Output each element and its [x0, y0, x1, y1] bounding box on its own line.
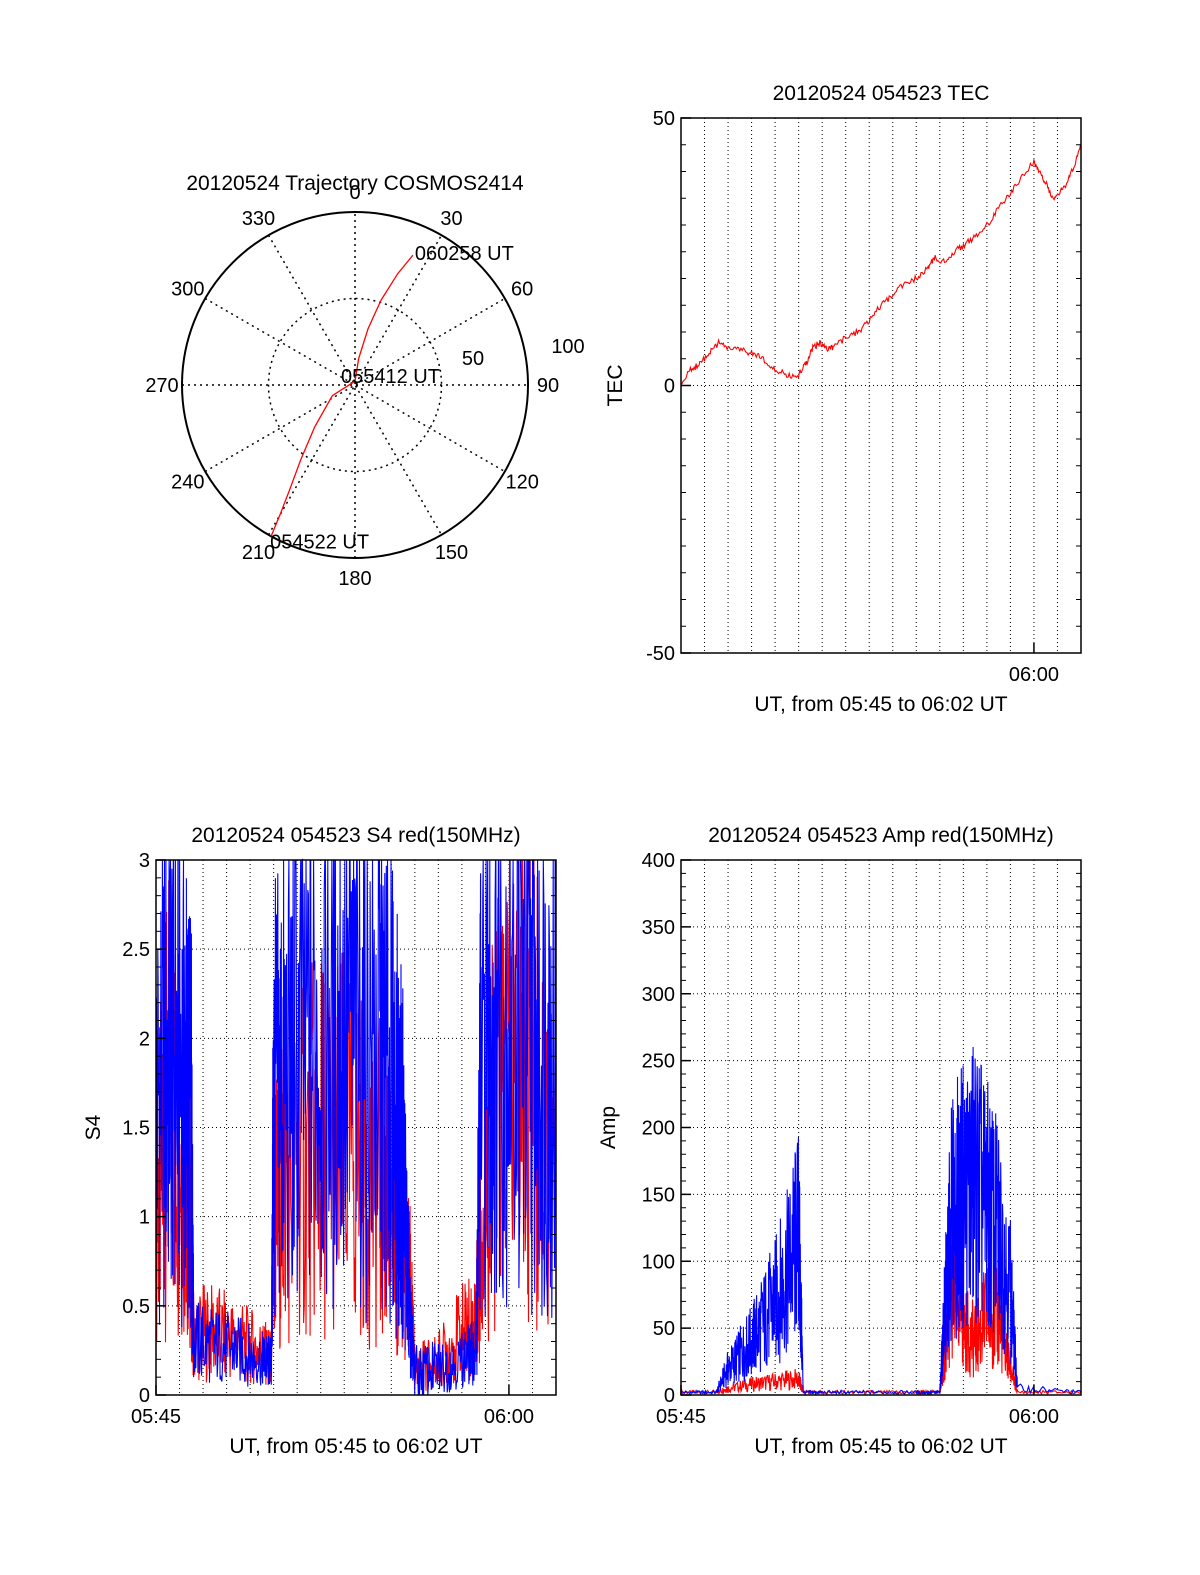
series-line	[680, 144, 1082, 385]
y-tick-label: 100	[642, 1251, 675, 1273]
s4-line-chart: 20120524 054523 S4 red(150MHz) 0 0.5 1 1.5 2 2…	[82, 824, 557, 1458]
trajectory-time-label: 055412 UT	[341, 366, 440, 388]
polar-azimuth-label: 120	[505, 472, 538, 494]
trajectory-time-label: 060258 UT	[415, 243, 514, 265]
x-axis-label: UT, from 05:45 to 06:02 UT	[229, 1435, 482, 1458]
polar-azimuth-label: 240	[171, 472, 204, 494]
y-tick-label: 150	[642, 1184, 675, 1206]
y-tick-label: 1	[139, 1207, 150, 1229]
polar-azimuth-label: 60	[511, 279, 533, 301]
polar-ring-label: 100	[551, 336, 584, 358]
x-axis-label: UT, from 05:45 to 06:02 UT	[754, 693, 1007, 716]
y-axis-label: Amp	[597, 1106, 620, 1149]
polar-azimuth-label: 330	[242, 208, 275, 230]
polar-azimuth-label: 150	[435, 542, 468, 564]
x-tick-label: 06:00	[484, 1406, 534, 1428]
x-tick-label: 05:45	[131, 1406, 181, 1428]
y-tick-label: 2	[139, 1028, 150, 1050]
x-tick-label: 06:00	[1009, 664, 1059, 686]
y-tick-label: 2.5	[122, 939, 150, 961]
amp-line-chart: 20120524 054523 Amp red(150MHz) 0 50 100 150…	[597, 824, 1082, 1458]
panel-title: 20120524 054523 S4 red(150MHz)	[191, 824, 520, 847]
y-tick-label: 0	[139, 1385, 150, 1407]
panel-title: 20120524 054523 TEC	[773, 82, 990, 105]
y-tick-label: 0	[664, 1385, 675, 1407]
polar-azimuth-label: 210	[242, 542, 275, 564]
x-axis-label: UT, from 05:45 to 06:02 UT	[754, 1435, 1007, 1458]
trajectory-track	[270, 254, 414, 537]
series-line	[680, 1046, 1082, 1396]
trajectory-time-label: 054522 UT	[270, 531, 369, 553]
polar-spoke	[204, 297, 506, 473]
polar-azimuth-label: 300	[171, 279, 204, 301]
y-tick-label: 250	[642, 1051, 675, 1073]
polar-azimuth-label: 180	[338, 568, 371, 590]
y-tick-label: 300	[642, 984, 675, 1006]
x-tick-label: 05:45	[656, 1406, 706, 1428]
y-tick-label: 50	[653, 108, 675, 130]
series-line	[155, 858, 557, 1396]
series-line	[680, 1234, 1082, 1396]
polar-azimuth-label: 90	[537, 375, 559, 397]
y-tick-label: -50	[646, 643, 675, 665]
y-tick-label: 0.5	[122, 1296, 150, 1318]
y-tick-label: 50	[653, 1318, 675, 1340]
y-tick-label: 3	[139, 850, 150, 872]
polar-azimuth-label: 0	[349, 182, 360, 204]
y-tick-label: 350	[642, 917, 675, 939]
polar-ring-label: 50	[462, 348, 484, 370]
x-tick-label: 06:00	[1009, 1406, 1059, 1428]
polar-spoke	[204, 297, 506, 473]
panel-title: 20120524 054523 Amp red(150MHz)	[708, 824, 1054, 847]
y-tick-label: 400	[642, 850, 675, 872]
y-tick-label: 1.5	[122, 1118, 150, 1140]
polar-azimuth-label: 270	[145, 375, 178, 397]
y-axis-label: TEC	[604, 365, 627, 407]
y-tick-label: 0	[664, 376, 675, 398]
polar-spoke	[267, 234, 443, 536]
y-tick-label: 200	[642, 1118, 675, 1140]
polar-azimuth-label: 30	[440, 208, 462, 230]
y-axis-label: S4	[82, 1114, 105, 1140]
polar-title: 20120524 Trajectory COSMOS2414	[186, 172, 524, 195]
polar-spoke	[267, 234, 443, 536]
